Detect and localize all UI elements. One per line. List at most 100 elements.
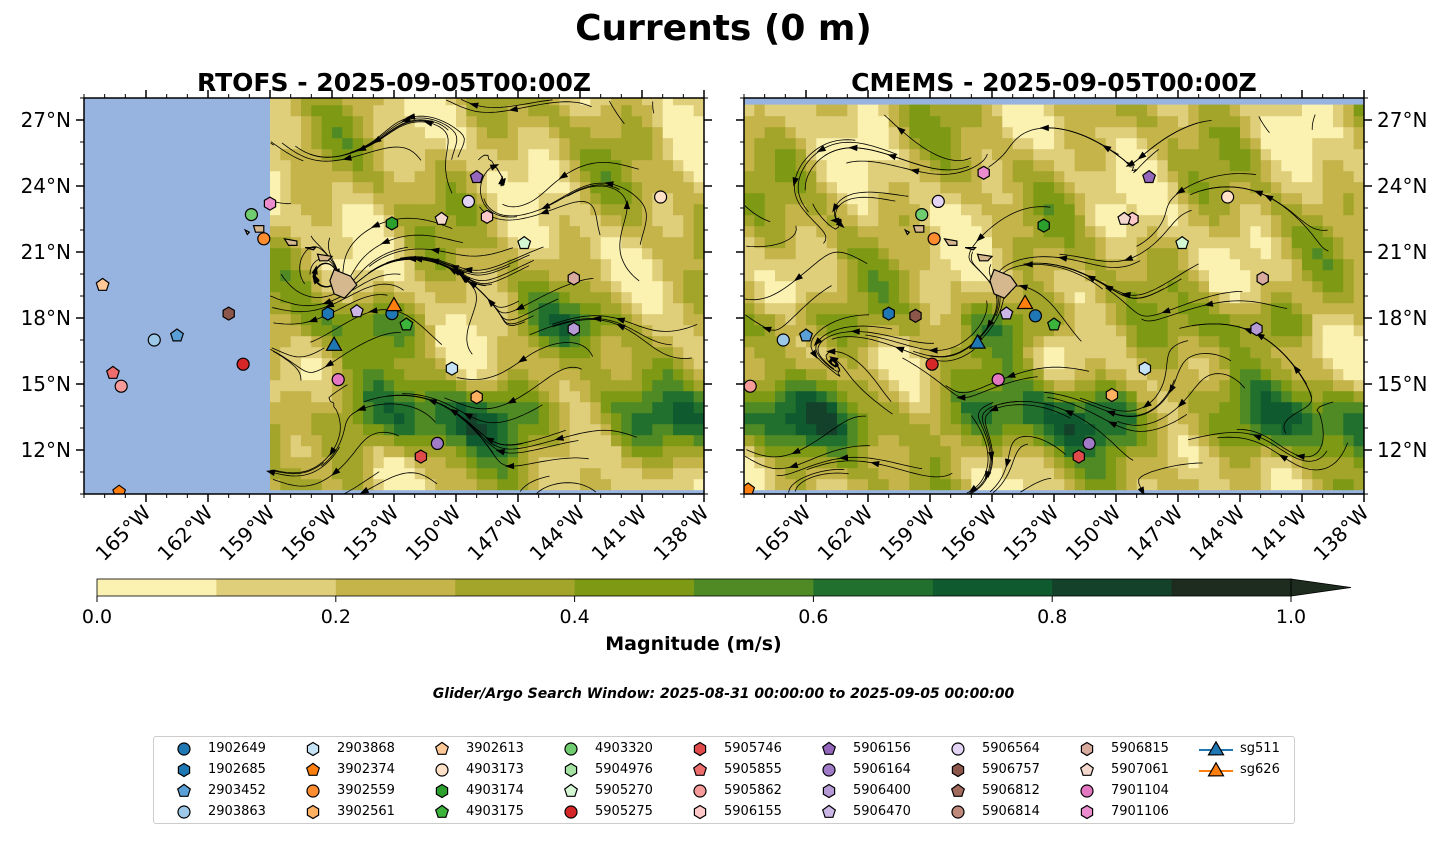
float-3902561 [1105, 387, 1119, 403]
float-3902559 [927, 232, 941, 246]
y-tick-label: 21°N [21, 240, 71, 264]
float-3902559 [257, 232, 271, 246]
x-tick-label: 138°W [1309, 500, 1374, 565]
float-4903175 [1046, 317, 1062, 331]
legend-label: 5906812 [982, 783, 1040, 798]
colorbar-segment [1052, 579, 1173, 596]
legend-label: 5906757 [982, 762, 1040, 777]
float-4903174 [385, 216, 399, 231]
x-tick-label: 144°W [1185, 500, 1250, 565]
map-panel-1: RTOFS - 2025-09-05T00:00Z165°W162°W159°W… [21, 68, 714, 566]
island [976, 253, 994, 262]
y-tick-label: 15°N [21, 372, 71, 396]
legend-label: 7901104 [1111, 783, 1169, 798]
float-5905275 [236, 357, 250, 371]
colorbar-segment [455, 579, 576, 596]
float-3902613 [719, 278, 732, 290]
float-4903320 [244, 208, 258, 222]
legend-marker [1207, 740, 1225, 756]
y-tick-label: 18°N [21, 306, 71, 330]
legend-marker [821, 741, 837, 755]
colorbar-segment [1171, 579, 1292, 596]
x-tick-label: 150°W [1061, 500, 1126, 565]
colorbar-extend-arrow [1290, 578, 1352, 597]
colorbar-tick-label: 0.0 [82, 606, 112, 628]
x-tick-label: 147°W [1123, 500, 1188, 565]
float-2903452 [798, 328, 814, 342]
current-magnitude-field [744, 104, 1364, 491]
float-5905270 [1175, 235, 1190, 250]
island [912, 225, 925, 233]
legend-label: 5906164 [853, 762, 911, 777]
legend-label: 1902649 [208, 741, 266, 756]
float-5906470 [349, 304, 364, 318]
float-1902685 [882, 306, 895, 321]
island [316, 253, 334, 262]
float-5906757 [909, 308, 922, 323]
y-tick-label: 12°N [1377, 438, 1427, 462]
float-4903175 [399, 317, 414, 331]
legend-label: 2903452 [208, 783, 266, 798]
float-2903868 [445, 361, 459, 376]
streamline-arrows [266, 102, 631, 494]
colorbar-segment [932, 579, 1053, 596]
island [964, 247, 977, 251]
x-tick-label: 141°W [587, 500, 652, 565]
island [989, 268, 1018, 299]
y-tick-label: 27°N [21, 108, 71, 132]
colorbar-tick-label: 0.6 [798, 606, 828, 628]
legend-marker [1080, 784, 1094, 798]
float-3902613 [95, 277, 110, 291]
legend-marker [176, 783, 192, 797]
legend-marker [693, 804, 707, 820]
x-tick-label: 141°W [1247, 500, 1312, 565]
legend-marker [821, 804, 837, 818]
float-5905855 [730, 366, 743, 378]
x-tick-label: 159°W [875, 500, 940, 565]
float-3902374 [112, 484, 127, 494]
float-2903863 [776, 333, 790, 347]
legend-label: 5905855 [724, 762, 782, 777]
float-5906155 [480, 209, 494, 224]
legend-label: 5906400 [853, 783, 911, 798]
float-5906156 [1142, 169, 1157, 184]
x-tick-label: 159°W [215, 500, 280, 565]
float-5906164 [1082, 436, 1096, 450]
legend-marker [563, 783, 579, 797]
legend-label: sg626 [1240, 762, 1280, 777]
float-5906815 [1256, 271, 1269, 286]
legend-marker [951, 805, 965, 819]
float-4903174 [1037, 218, 1050, 233]
legend-label: sg511 [1240, 741, 1280, 756]
x-tick-label: 147°W [463, 500, 528, 565]
float-5906470 [999, 306, 1014, 320]
legend-label: 2903863 [208, 804, 266, 819]
island [304, 247, 317, 251]
legend-label: 1902685 [208, 762, 266, 777]
x-tick-label: 153°W [339, 500, 404, 565]
colorbar-segment [216, 579, 337, 596]
island [252, 225, 265, 233]
legend-label: 5905270 [595, 783, 653, 798]
legend-label: 3902559 [337, 783, 395, 798]
search-window-note: Glider/Argo Search Window: 2025-08-31 00… [432, 686, 1015, 702]
float-3902374 [744, 482, 756, 494]
colorbar: 0.0 0.2 0.4 0.6 0.8 1.0 [82, 578, 1352, 628]
streamlines [744, 114, 1349, 494]
legend-marker [1207, 761, 1225, 777]
y-tick-label: 24°N [21, 174, 71, 198]
legend-label: 5905275 [595, 804, 653, 819]
float-5906564 [461, 194, 475, 208]
float-7901104 [331, 373, 345, 387]
legend-label: 5905746 [724, 741, 782, 756]
float-2903863 [147, 333, 161, 347]
y-tick-label: 21°N [1377, 240, 1427, 264]
float-2903868 [1138, 361, 1152, 376]
legend-label: 3902561 [337, 804, 395, 819]
legend-label: 5905862 [724, 783, 782, 798]
float-5907061 [1117, 211, 1132, 225]
y-tick-labels: 12°N 15°N 18°N 21°N 24°N 27°N [736, 108, 1427, 462]
legend-marker [1079, 762, 1095, 776]
float-7901104 [991, 373, 1005, 387]
legend-marker [306, 804, 320, 820]
